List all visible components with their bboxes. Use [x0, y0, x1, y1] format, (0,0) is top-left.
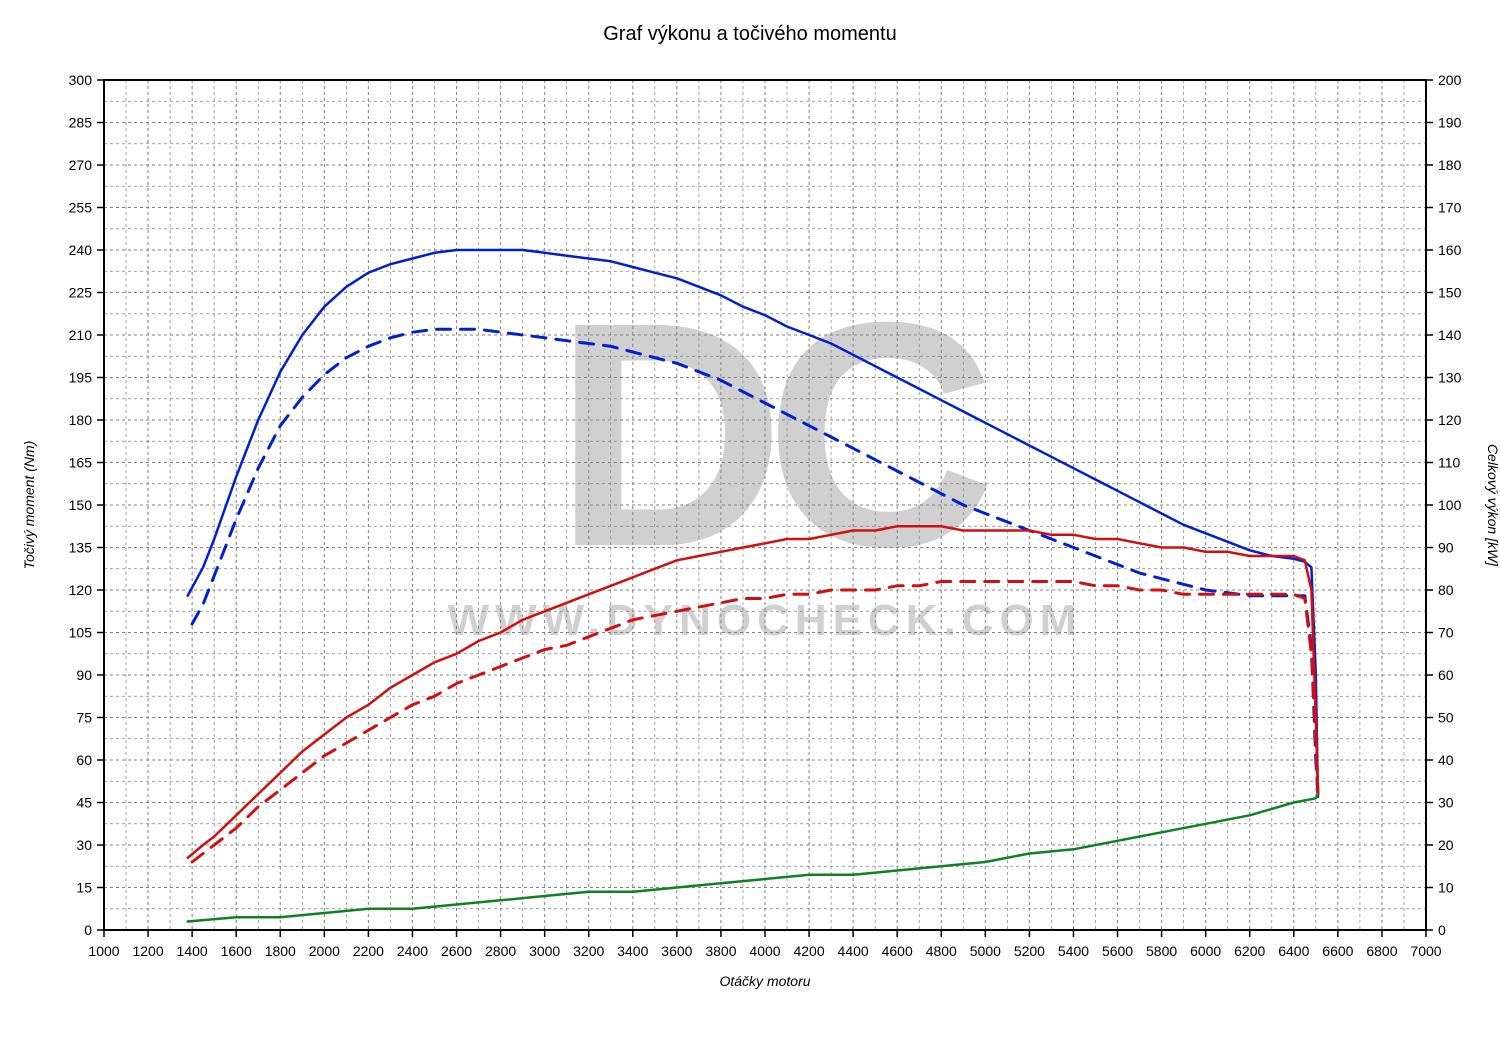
x-tick-label: 5000: [970, 943, 1001, 959]
y-right-tick-label: 60: [1438, 667, 1454, 683]
x-axis-label: Otáčky motoru: [719, 973, 810, 989]
x-tick-label: 4000: [749, 943, 780, 959]
x-tick-label: 6800: [1366, 943, 1397, 959]
y-left-tick-label: 60: [76, 752, 92, 768]
y-right-tick-label: 120: [1438, 412, 1462, 428]
chart-title: Graf výkonu a točivého momentu: [603, 23, 896, 45]
y-right-tick-label: 140: [1438, 327, 1462, 343]
y-right-tick-label: 170: [1438, 200, 1462, 216]
x-tick-label: 2400: [397, 943, 428, 959]
x-tick-label: 5800: [1146, 943, 1177, 959]
y-left-tick-label: 195: [69, 370, 93, 386]
y-left-tick-label: 15: [76, 880, 92, 896]
x-tick-label: 3200: [573, 943, 604, 959]
y-right-tick-label: 70: [1438, 625, 1454, 641]
y-left-tick-label: 240: [69, 242, 93, 258]
chart-container: DCWWW.DYNOCHECK.COM100012001400160018002…: [0, 0, 1500, 1041]
x-tick-label: 5200: [1014, 943, 1045, 959]
y-left-tick-label: 255: [69, 200, 93, 216]
x-tick-label: 3600: [661, 943, 692, 959]
y-right-tick-label: 150: [1438, 285, 1462, 301]
x-tick-label: 3800: [705, 943, 736, 959]
y-right-tick-label: 130: [1438, 370, 1462, 386]
x-tick-label: 2800: [485, 943, 516, 959]
x-tick-label: 3000: [529, 943, 560, 959]
y-left-tick-label: 210: [69, 327, 93, 343]
x-tick-label: 1200: [132, 943, 163, 959]
y-left-tick-label: 45: [76, 795, 92, 811]
y-left-tick-label: 135: [69, 540, 93, 556]
y-right-tick-label: 90: [1438, 540, 1454, 556]
y-right-tick-label: 40: [1438, 752, 1454, 768]
y-left-axis-label: Točivý moment (Nm): [21, 441, 37, 570]
x-tick-label: 3400: [617, 943, 648, 959]
y-left-tick-label: 120: [69, 582, 93, 598]
y-right-tick-label: 110: [1438, 455, 1461, 471]
x-tick-label: 1800: [265, 943, 296, 959]
x-tick-label: 4800: [926, 943, 957, 959]
x-tick-label: 6400: [1278, 943, 1309, 959]
y-right-tick-label: 180: [1438, 157, 1462, 173]
y-left-tick-label: 180: [69, 412, 93, 428]
x-tick-label: 6600: [1322, 943, 1353, 959]
dyno-chart: DCWWW.DYNOCHECK.COM100012001400160018002…: [0, 0, 1500, 1041]
x-tick-label: 5600: [1102, 943, 1133, 959]
y-right-tick-label: 50: [1438, 710, 1454, 726]
y-left-tick-label: 270: [69, 157, 93, 173]
y-right-tick-label: 200: [1438, 72, 1462, 88]
x-tick-label: 2200: [353, 943, 384, 959]
y-right-tick-label: 80: [1438, 582, 1454, 598]
y-left-tick-label: 105: [69, 625, 93, 641]
y-left-tick-label: 150: [69, 497, 93, 513]
x-tick-label: 5400: [1058, 943, 1089, 959]
y-left-tick-label: 285: [69, 115, 93, 131]
y-right-tick-label: 100: [1438, 497, 1462, 513]
y-left-tick-label: 75: [76, 710, 92, 726]
y-left-tick-label: 165: [69, 455, 93, 471]
x-tick-label: 4400: [838, 943, 869, 959]
x-tick-label: 2000: [309, 943, 340, 959]
x-tick-label: 6000: [1190, 943, 1221, 959]
y-left-tick-label: 300: [69, 72, 93, 88]
y-right-tick-label: 10: [1438, 880, 1454, 896]
y-right-tick-label: 190: [1438, 115, 1462, 131]
y-left-tick-label: 225: [69, 285, 93, 301]
x-tick-label: 4200: [793, 943, 824, 959]
x-tick-label: 7000: [1410, 943, 1441, 959]
y-right-tick-label: 20: [1438, 837, 1454, 853]
y-right-tick-label: 0: [1438, 922, 1446, 938]
y-left-tick-label: 30: [76, 837, 92, 853]
y-right-tick-label: 160: [1438, 242, 1462, 258]
x-tick-label: 1600: [221, 943, 252, 959]
x-tick-label: 1000: [88, 943, 119, 959]
x-tick-label: 6200: [1234, 943, 1265, 959]
svg-text:DC: DC: [554, 255, 990, 613]
y-right-axis-label: Celkový výkon [kW]: [1485, 444, 1500, 567]
y-left-tick-label: 90: [76, 667, 92, 683]
y-left-tick-label: 0: [84, 922, 92, 938]
x-tick-label: 4600: [882, 943, 913, 959]
x-tick-label: 1400: [177, 943, 208, 959]
x-tick-label: 2600: [441, 943, 472, 959]
y-right-tick-label: 30: [1438, 795, 1454, 811]
